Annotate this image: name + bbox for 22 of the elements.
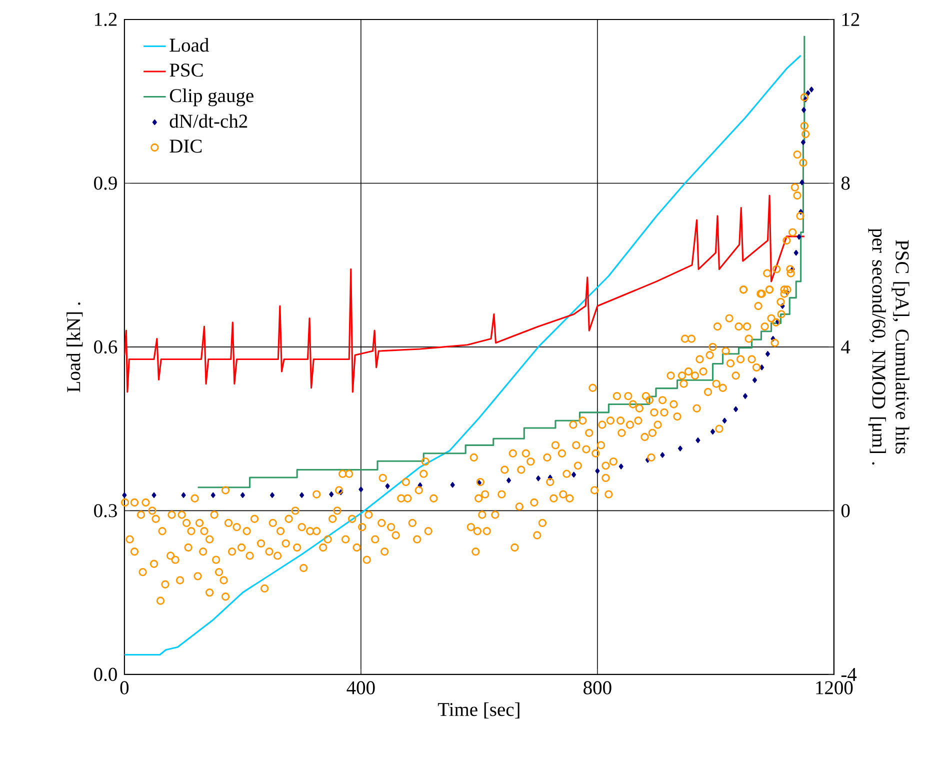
legend-label: DIC: [170, 140, 202, 153]
x-tick-label: 400: [346, 681, 375, 694]
y-tick-label: 0.3: [94, 504, 117, 518]
x-tick-label: 0: [120, 681, 129, 694]
y-tick-label: 0.9: [94, 176, 117, 190]
x-tick-label: 800: [584, 681, 612, 694]
y2-tick-label: 0: [841, 504, 850, 518]
y2-tick-label: 4: [841, 340, 850, 354]
x-tick-label: 1200: [816, 681, 853, 694]
legend-label: PSC: [170, 63, 203, 77]
y-tick-label: 0.6: [94, 340, 118, 354]
y-tick-label: 1.2: [95, 12, 117, 26]
y2-tick-label: 12: [842, 12, 860, 26]
y-tick-label: 0.0: [94, 668, 117, 681]
y2-axis-title: PSC [pA], Cumulative hits per second/60, NMOD [μm] .: [868, 228, 910, 464]
legend-label: Load: [170, 38, 209, 52]
y2-tick-label: -4: [841, 668, 857, 681]
legend-label: dN/dt-ch2: [170, 114, 248, 128]
y2-tick-label: 8: [841, 176, 850, 190]
y-axis-title: Load [kN] .: [66, 302, 83, 392]
x-axis-title: Time [sec]: [438, 702, 520, 718]
legend-label: Clip gauge: [170, 88, 254, 106]
